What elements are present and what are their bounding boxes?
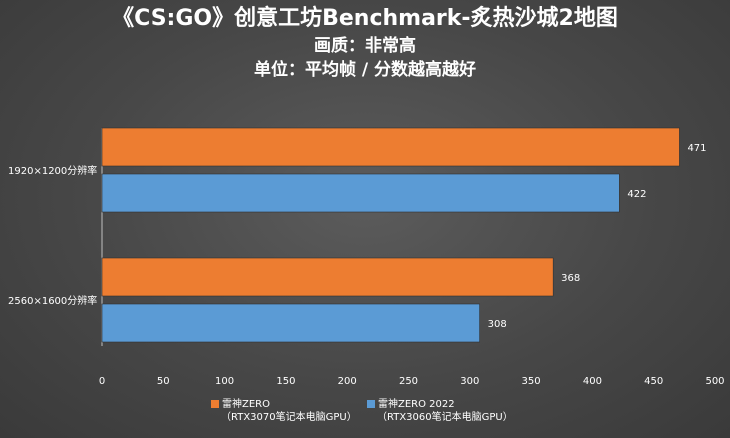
legend-swatch-series-2	[367, 400, 375, 408]
legend-item-series-2: 雷神ZERO 2022 （RTX3060笔记本电脑GPU）	[367, 398, 513, 424]
x-tick-label-9: 450	[644, 376, 663, 387]
legend-item-series-1: 雷神ZERO （RTX3070笔记本电脑GPU）	[211, 398, 357, 424]
legend-label-series-2: 雷神ZERO 2022	[378, 399, 455, 410]
legend-swatch-series-1	[211, 400, 219, 408]
x-tick-label-5: 250	[399, 376, 418, 387]
value-label-2-2: 308	[488, 319, 507, 330]
x-tick-label-3: 150	[276, 376, 295, 387]
x-tick-label-2: 100	[215, 376, 234, 387]
value-label-1-2: 368	[561, 273, 580, 284]
x-tick-label-8: 400	[583, 376, 602, 387]
chart-subtitle-unit: 单位：平均帧 / 分数越高越好	[253, 60, 477, 80]
legend-label-series-1: 雷神ZERO	[222, 399, 270, 410]
chart-titles: 《CS:GO》创意工坊Benchmark-炙热沙城2地图 画质：非常高 单位：平…	[0, 4, 730, 82]
x-tick-label-7: 350	[522, 376, 541, 387]
chart-subtitle-quality: 画质：非常高	[314, 36, 416, 56]
bar-2-1	[101, 173, 620, 213]
x-tick-label-1: 50	[157, 376, 170, 387]
value-label-2-1: 422	[627, 189, 646, 200]
x-tick-label-6: 300	[460, 376, 479, 387]
x-tick-label-4: 200	[338, 376, 357, 387]
bar-2-2	[101, 303, 480, 343]
bar-1-1	[101, 127, 680, 167]
value-label-1-1: 471	[687, 143, 706, 154]
legend-sublabel-series-1: （RTX3070笔记本电脑GPU）	[221, 412, 357, 423]
bar-1-2	[101, 257, 554, 297]
x-tick-label-0: 0	[99, 376, 105, 387]
chart-title: 《CS:GO》创意工坊Benchmark-炙热沙城2地图	[112, 6, 618, 31]
legend-sublabel-series-2: （RTX3060笔记本电脑GPU）	[377, 412, 513, 423]
category-label-1: 1920×1200分辨率	[8, 164, 97, 177]
category-label-2: 2560×1600分辨率	[8, 294, 97, 307]
x-tick-label-10: 500	[705, 376, 724, 387]
